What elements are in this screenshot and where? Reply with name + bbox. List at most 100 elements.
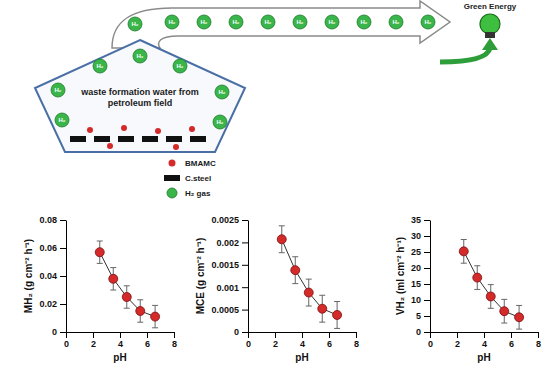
legend-swatch <box>169 160 176 167</box>
tick: 6 <box>509 332 514 349</box>
h2-circle <box>93 59 107 73</box>
data-point <box>136 307 145 316</box>
tick-mark <box>147 332 148 338</box>
h2-bubble: H₂ <box>197 15 211 29</box>
tick-label: 35 <box>411 215 421 225</box>
data-point <box>122 293 131 302</box>
chart-panel: 0246805101520253035pHVH₂ (ml cm⁻² h⁻¹) <box>395 215 541 363</box>
error-bar-cap <box>137 299 143 300</box>
error-bar-cap <box>97 241 103 242</box>
h2-text: H₂ <box>137 53 144 59</box>
x-axis: 02468 <box>64 332 177 349</box>
steel-plate <box>118 136 134 142</box>
tick-mark <box>60 332 66 333</box>
tick-mark <box>120 332 121 338</box>
energy-arrow-head <box>482 38 498 50</box>
steel-plate <box>70 136 86 142</box>
error-bar-cap <box>110 267 116 268</box>
tank <box>35 40 245 152</box>
tick-label: 8 <box>172 339 177 349</box>
h2-bubble: H₂ <box>213 115 227 129</box>
tick-mark <box>424 268 430 269</box>
h2-text: H₂ <box>55 87 62 93</box>
tick-mark <box>275 332 276 338</box>
h2-circle <box>133 49 147 63</box>
h2-bubble: H₂ <box>293 15 307 29</box>
tick-label: 15 <box>411 279 421 289</box>
error-bar-cap <box>152 305 158 306</box>
tick: 2 <box>455 332 460 349</box>
h2-circle <box>173 59 187 73</box>
error-bar-cap <box>124 285 130 286</box>
error-bar-cap <box>488 284 494 285</box>
tick: 0 <box>428 332 433 349</box>
tick-mark <box>60 276 66 277</box>
tick-label: 10 <box>411 295 421 305</box>
tick: 0.02 <box>39 299 66 309</box>
h2-circle <box>293 15 307 29</box>
data-point <box>109 274 118 283</box>
tick-mark <box>66 332 67 338</box>
catalyst-dot <box>155 128 161 134</box>
tick-mark <box>430 332 431 338</box>
x-axis-title: pH <box>113 352 126 363</box>
chart-panel: 0246800.020.040.060.08pHMH₂ (g cm⁻² h⁻¹) <box>23 215 177 363</box>
tick-mark <box>242 332 248 333</box>
y-axis-title: MH₂ (g cm⁻² h⁻¹) <box>23 239 34 313</box>
tick-label: 0.08 <box>39 215 57 225</box>
tick-label: 0 <box>52 327 57 337</box>
catalyst-dot <box>87 127 93 133</box>
error-bar-cap <box>137 322 143 323</box>
tick-label: 2 <box>91 339 96 349</box>
error-bar-cap <box>334 301 340 302</box>
tank-label: waste formation water frompetroleum fiel… <box>80 87 199 108</box>
h2-circle <box>229 15 243 29</box>
h2-bubble: H₂ <box>173 59 187 73</box>
tick: 6 <box>145 332 150 349</box>
tick-mark <box>356 332 357 338</box>
gas-tube <box>112 1 450 48</box>
tick-label: 4 <box>300 339 305 349</box>
tick-label: 0 <box>64 339 69 349</box>
y-axis: 05101520253035 <box>411 215 431 337</box>
h2-circle <box>215 85 229 99</box>
h2-text: H₂ <box>201 19 208 25</box>
tick-mark <box>511 332 512 338</box>
tick: 0.001 <box>216 283 248 293</box>
error-bar-cap <box>501 299 507 300</box>
axis-line <box>248 221 249 333</box>
legend-label: BMAMC <box>185 159 216 168</box>
h2-bubble: H₂ <box>215 85 229 99</box>
tick: 6 <box>327 332 332 349</box>
tick-label: 0.001 <box>216 283 239 293</box>
h2-bubble: H₂ <box>389 15 403 29</box>
h2-circle <box>261 15 275 29</box>
error-bar-cap <box>501 323 507 324</box>
bulb <box>480 14 500 38</box>
tick-mark <box>60 220 66 221</box>
tick: 0.002 <box>216 238 248 248</box>
plot-marks <box>95 241 159 328</box>
tick-label: 4 <box>482 339 487 349</box>
tick-label: 0.02 <box>39 299 57 309</box>
h2-text: H₂ <box>297 19 304 25</box>
tick-label: 0.0015 <box>211 260 239 270</box>
tick: 2 <box>273 332 278 349</box>
tick-mark <box>424 236 430 237</box>
tick: 25 <box>411 247 430 257</box>
h2-bubble: H₂ <box>325 15 339 29</box>
h2-text: H₂ <box>265 19 272 25</box>
error-bar-cap <box>516 305 522 306</box>
tick-mark <box>242 242 248 243</box>
steel-plate <box>94 136 110 142</box>
h2-bubble: H₂ <box>165 15 179 29</box>
legend-swatch <box>164 175 180 181</box>
axis-line <box>430 221 431 333</box>
plot-marks <box>459 240 523 330</box>
data-point <box>500 307 509 316</box>
error-bar-cap <box>461 239 467 240</box>
data-point <box>486 292 495 301</box>
error-bar-cap <box>279 225 285 226</box>
tick-mark <box>484 332 485 338</box>
h2-circle <box>197 15 211 29</box>
